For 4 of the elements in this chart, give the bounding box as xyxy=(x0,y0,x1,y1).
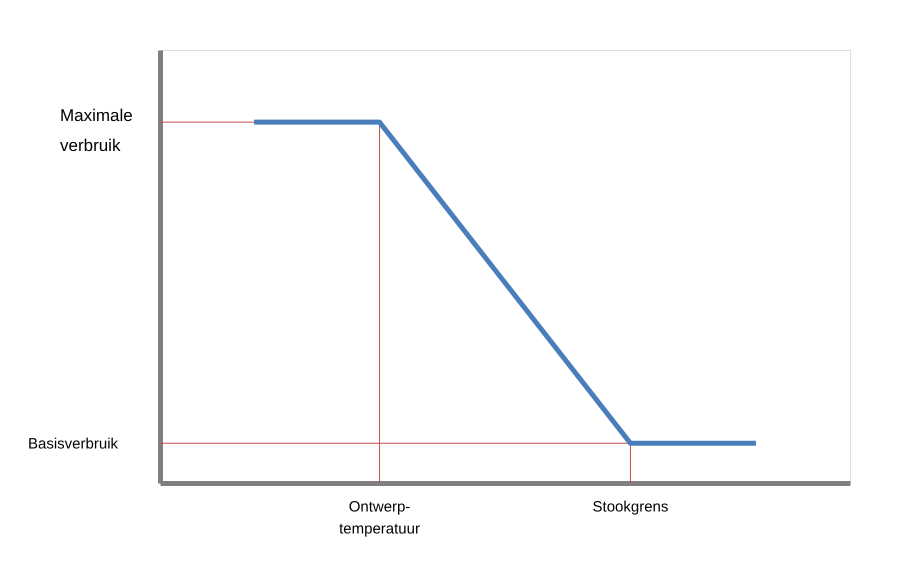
ref-line-label: Maximale verbruik xyxy=(60,106,133,156)
x-tick-label: Ontwerp- temperatuur xyxy=(339,498,420,538)
ref-line-label: Basisverbruik xyxy=(28,435,119,452)
x-tick-label: Stookgrens xyxy=(592,498,668,516)
